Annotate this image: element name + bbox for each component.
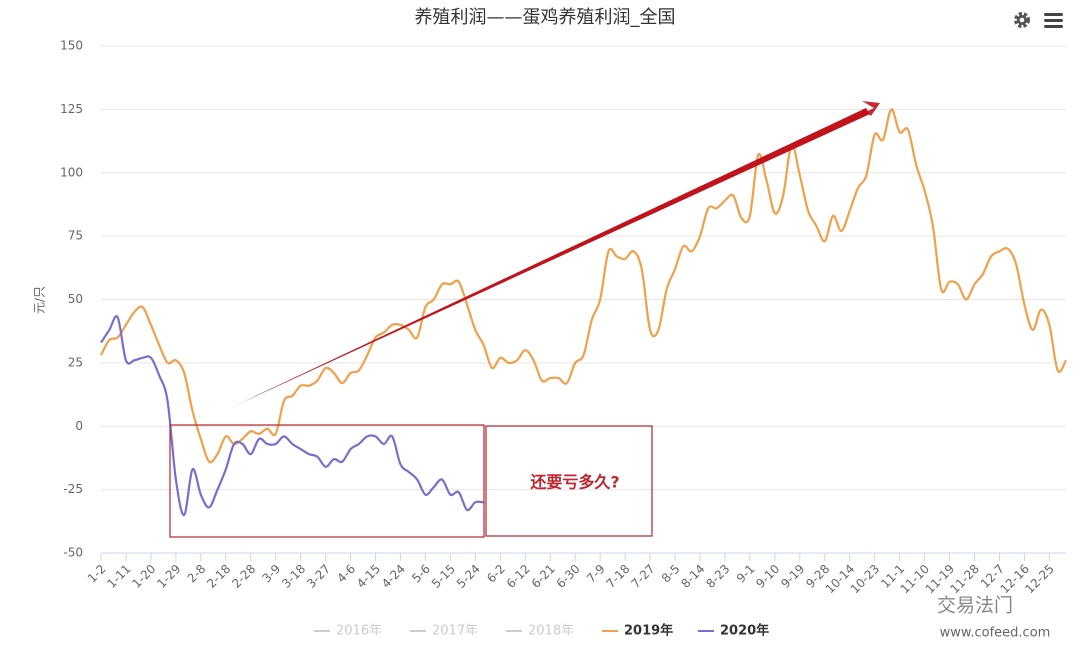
legend-item[interactable]: 2018年	[506, 624, 574, 639]
x-tick-label: 7-27	[628, 562, 657, 591]
x-tick-label: 3-18	[279, 562, 308, 591]
y-tick-label: 100	[60, 165, 83, 179]
x-tick-label: 9-10	[753, 562, 782, 591]
y-tick-label: 0	[75, 419, 83, 433]
x-tick-label: 1-20	[129, 562, 158, 591]
legend-label: 2017年	[432, 624, 478, 639]
series-line	[100, 108, 1067, 464]
x-tick-label: 4-15	[354, 562, 383, 591]
legend-item[interactable]: 2017年	[410, 624, 478, 639]
x-tick-label: 7-18	[604, 562, 633, 591]
x-tick-label: 4-24	[379, 562, 408, 591]
watermark-url: www.cofeed.com	[940, 626, 1051, 641]
x-tick-label: 8-23	[703, 562, 732, 591]
y-tick-label: -50	[63, 546, 83, 560]
y-axis-label: 元/只	[33, 286, 47, 314]
x-tick-label: 1-29	[154, 562, 183, 591]
legend-item[interactable]: 2019年	[602, 623, 673, 639]
x-tick-label: 6-30	[554, 562, 583, 591]
menu-icon[interactable]	[1044, 13, 1063, 28]
legend-label: 2020年	[720, 623, 769, 639]
legend-label: 2018年	[528, 624, 574, 639]
x-tick-label: 5-15	[429, 562, 458, 591]
legend-item[interactable]: 2020年	[698, 623, 769, 639]
x-tick-label: 2-18	[204, 562, 233, 591]
y-tick-label: 150	[60, 39, 83, 53]
series-line	[100, 315, 484, 517]
y-tick-label: 50	[68, 292, 83, 306]
settings-icon[interactable]	[1014, 12, 1030, 28]
x-tick-label: 5-24	[454, 562, 483, 591]
legend-label: 2019年	[624, 623, 673, 639]
y-tick-label: 75	[68, 229, 83, 243]
x-tick-label: 2-28	[229, 562, 258, 591]
y-tick-label: 125	[60, 102, 83, 116]
x-tick-label: 11-28	[948, 562, 983, 597]
legend-item[interactable]: 2016年	[314, 624, 382, 639]
x-tick-label: 10-23	[848, 562, 883, 597]
y-tick-label: -25	[63, 482, 83, 496]
x-tick-label: 6-21	[529, 562, 558, 591]
x-tick-label: 6-12	[504, 562, 533, 591]
x-tick-label: 1-11	[104, 562, 133, 591]
x-tick-label: 3-27	[304, 562, 333, 591]
x-tick-label: 12-25	[1022, 562, 1057, 597]
annotation-text: 还要亏多久?	[529, 473, 619, 492]
y-tick-label: 25	[68, 355, 83, 369]
x-tick-label: 8-14	[678, 562, 707, 591]
legend-label: 2016年	[336, 624, 382, 639]
x-tick-label: 9-19	[778, 562, 807, 591]
watermark: 交易法门	[937, 595, 1013, 617]
chart-title: 养殖利润——蛋鸡养殖利润_全国	[415, 6, 676, 28]
annotation-shapes	[169, 101, 880, 538]
